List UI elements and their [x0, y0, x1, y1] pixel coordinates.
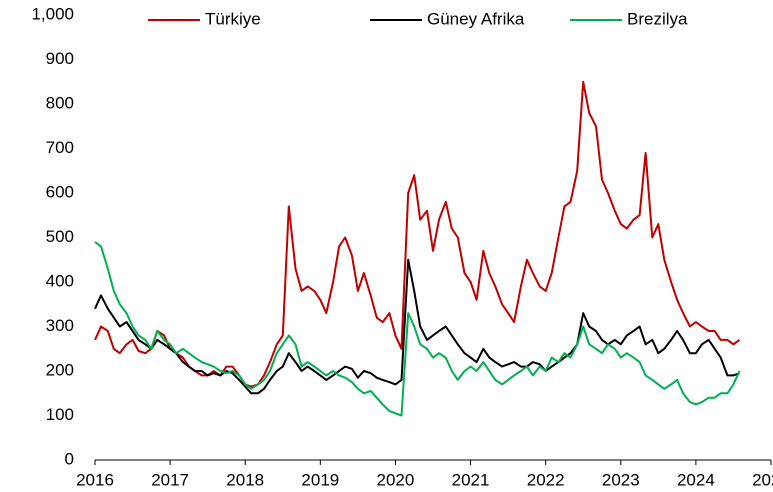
x-tick-label: 2016 — [76, 470, 114, 489]
y-tick-label: 900 — [46, 49, 74, 68]
y-tick-label: 700 — [46, 138, 74, 157]
y-tick-label: 300 — [46, 316, 74, 335]
legend-label: Güney Afrika — [427, 9, 525, 28]
x-tick-label: 2025 — [752, 470, 773, 489]
x-tick-label: 2021 — [452, 470, 490, 489]
series-line — [94, 258, 740, 395]
y-tick-label: 500 — [46, 227, 74, 246]
x-tick-label: 2024 — [677, 470, 715, 489]
x-tick-label: 2020 — [377, 470, 415, 489]
y-tick-label: 0 — [65, 449, 74, 468]
x-tick-label: 2023 — [602, 470, 640, 489]
y-tick-label: 400 — [46, 271, 74, 290]
legend-label: Türkiye — [205, 9, 261, 28]
y-tick-label: 600 — [46, 182, 74, 201]
series-line — [94, 80, 741, 388]
y-tick-label: 100 — [46, 405, 74, 424]
legend-label: Brezilya — [627, 9, 688, 28]
x-tick-label: 2018 — [226, 470, 264, 489]
y-tick-label: 200 — [46, 360, 74, 379]
x-tick-label: 2022 — [527, 470, 565, 489]
x-tick-label: 2017 — [151, 470, 189, 489]
y-tick-label: 1,000 — [31, 4, 74, 23]
y-tick-label: 800 — [46, 93, 74, 112]
series-line — [94, 241, 741, 417]
x-tick-label: 2019 — [301, 470, 339, 489]
